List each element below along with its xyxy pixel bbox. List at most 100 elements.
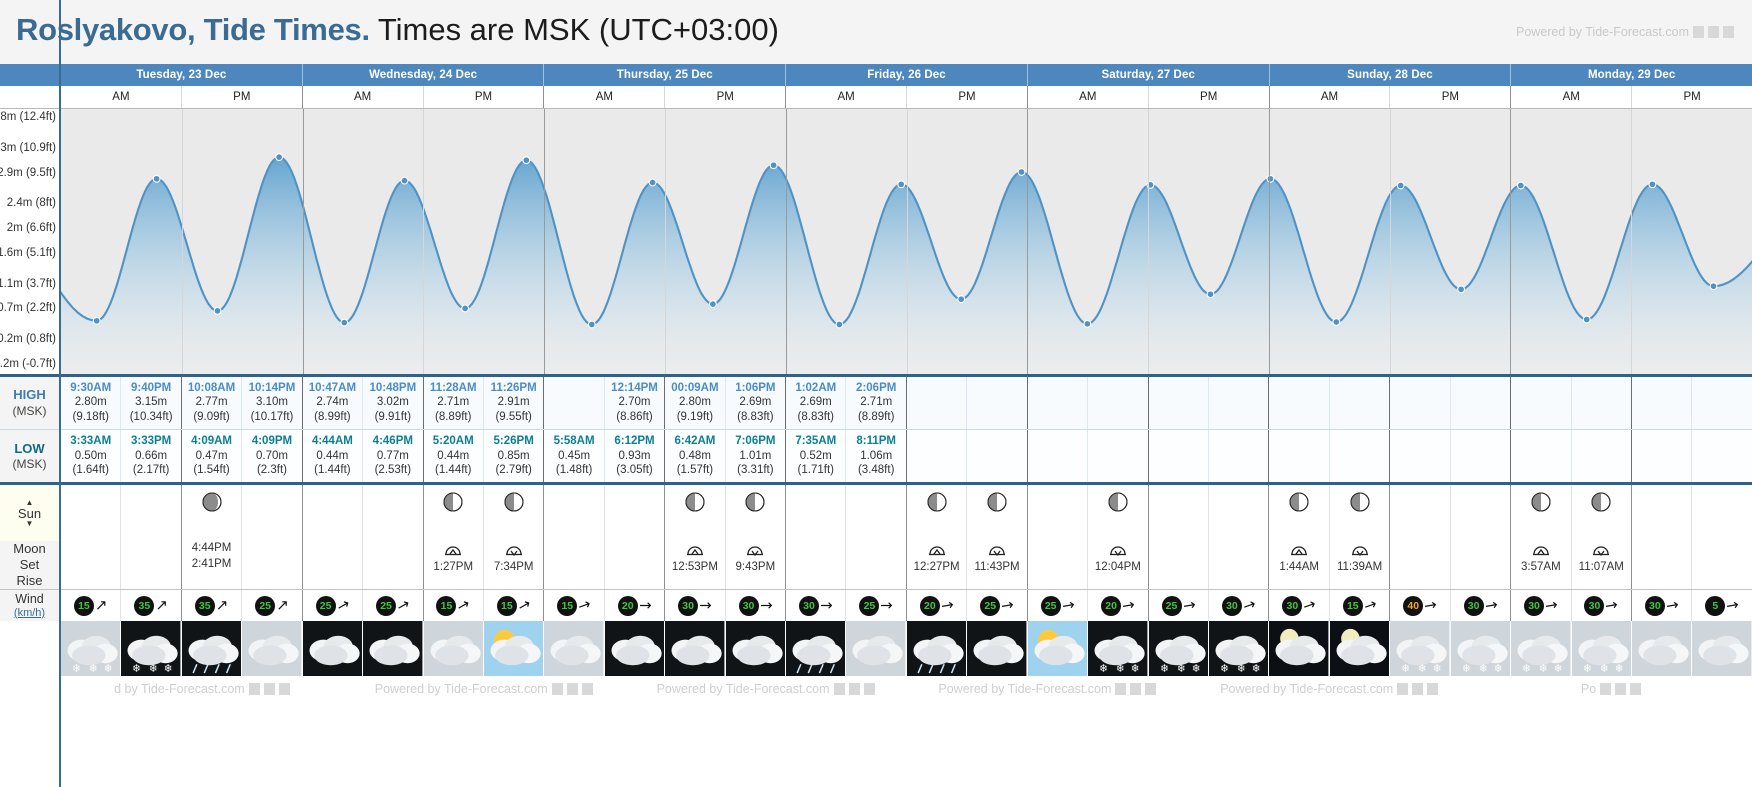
footer-watermark-text: Powered by Tide-Forecast.com xyxy=(656,682,830,697)
wind-cell[interactable]: 25 ↗ xyxy=(1028,590,1089,622)
low-tide-cell xyxy=(1450,430,1512,483)
half-day-separator xyxy=(664,109,666,374)
weather-cell[interactable]: ❄ ❄ ❄ xyxy=(1148,621,1210,677)
wind-cell[interactable]: 30 ↗ xyxy=(1632,590,1693,622)
wind-cell[interactable]: 15 ↗ xyxy=(61,590,122,622)
wind-cell[interactable]: 25 ↗ xyxy=(242,590,303,622)
weather-cloud-icon xyxy=(665,621,725,677)
high-tide-cell: 1:06PM 2.69m (8.83ft) xyxy=(725,377,787,430)
weather-cell[interactable]: ❄ ❄ ❄ xyxy=(1209,621,1270,677)
am-header-cell: AM xyxy=(1270,86,1391,108)
weather-cell[interactable]: ❄ ❄ ❄ xyxy=(1390,621,1451,677)
wind-direction-arrow-icon: ↗ xyxy=(815,595,837,617)
moon-cell xyxy=(303,541,364,590)
high-tide-metres: 2.91m xyxy=(497,396,530,409)
high-tide-metres: 2.80m xyxy=(678,396,711,409)
weather-cell[interactable]: ❄ ❄ ❄ xyxy=(1088,621,1149,677)
half-day-separator xyxy=(1631,109,1633,374)
wind-speed-badge: 35 xyxy=(134,595,155,616)
moon-time: 12:04PM xyxy=(1094,561,1141,574)
weather-cell[interactable] xyxy=(725,621,787,677)
day-header-cell[interactable]: Tuesday, 23 Dec xyxy=(61,64,303,86)
wind-speed-badge: 30 xyxy=(678,595,699,616)
weather-cell[interactable] xyxy=(604,621,666,677)
weather-cell[interactable] xyxy=(846,621,907,677)
wind-cell[interactable]: 30 ↗ xyxy=(1269,590,1330,622)
weather-cell[interactable] xyxy=(1631,621,1693,677)
wind-cell[interactable]: 30 ↗ xyxy=(665,590,726,622)
wind-unit-link[interactable]: (km/h) xyxy=(13,606,46,619)
day-header-cell[interactable]: Friday, 26 Dec xyxy=(786,64,1028,86)
weather-cell[interactable] xyxy=(363,621,424,677)
wind-cell[interactable]: 25 ↗ xyxy=(363,590,424,622)
wind-cell[interactable]: 25 ↗ xyxy=(303,590,364,622)
high-tide-cell xyxy=(1631,377,1693,430)
wind-cell[interactable]: 35 ↗ xyxy=(182,590,243,622)
wind-cell[interactable]: 30 ↗ xyxy=(1451,590,1512,622)
wind-cell[interactable]: 35 ↗ xyxy=(121,590,182,622)
sun-cell xyxy=(1149,485,1210,542)
wind-cell[interactable]: 25 ↗ xyxy=(1149,590,1210,622)
weather-cell[interactable] xyxy=(302,621,364,677)
moon-set-icon xyxy=(1593,546,1610,557)
wind-direction-arrow-icon: ↗ xyxy=(515,595,533,616)
wind-cell[interactable]: 25 ↗ xyxy=(846,590,907,622)
weather-cell[interactable]: ❄ ❄ ❄ xyxy=(1450,621,1512,677)
wind-cell[interactable]: 30 ↗ xyxy=(786,590,847,622)
wind-cell[interactable]: 15 ↗ xyxy=(424,590,484,622)
sun-cell xyxy=(726,485,787,542)
moon-cell xyxy=(1028,541,1089,590)
wind-cell[interactable]: 30 ↗ xyxy=(1511,590,1572,622)
weather-cell[interactable] xyxy=(181,621,243,677)
weather-cell[interactable] xyxy=(1027,621,1089,677)
weather-cell[interactable]: ❄ ❄ ❄ xyxy=(1511,621,1572,677)
low-tide-feet: (1.44ft) xyxy=(314,463,351,476)
wind-direction-arrow-icon: ↗ xyxy=(1057,595,1078,617)
high-tide-feet: (9.55ft) xyxy=(495,410,532,423)
weather-cell[interactable] xyxy=(967,621,1028,677)
weather-cell[interactable]: ❄ ❄ ❄ xyxy=(1571,621,1632,677)
low-tide-metres: 0.70m xyxy=(255,449,288,462)
wind-cell[interactable]: 40 ↗ xyxy=(1390,590,1451,622)
wind-cell[interactable]: 20 ↗ xyxy=(1088,590,1149,622)
day-header-cell[interactable]: Sunday, 28 Dec xyxy=(1270,64,1512,86)
wind-cell[interactable]: 20 ↗ xyxy=(907,590,968,622)
low-tide-feet: (2.3ft) xyxy=(256,463,287,476)
wind-cell[interactable]: 20 ↗ xyxy=(605,590,666,622)
day-header-cell[interactable]: Monday, 29 Dec xyxy=(1587,69,1676,81)
weather-cell[interactable]: ❄ ❄ ❄ xyxy=(121,621,182,677)
wind-cell[interactable]: 15 ↗ xyxy=(544,590,605,622)
day-header-cell[interactable]: Wednesday, 24 Dec xyxy=(303,64,545,86)
weather-cell[interactable] xyxy=(423,621,484,677)
weather-cell[interactable] xyxy=(1329,621,1391,677)
wind-cell[interactable]: 15 ↗ xyxy=(1330,590,1391,622)
weather-cell[interactable] xyxy=(483,621,545,677)
wind-cell[interactable]: 30 ↗ xyxy=(726,590,787,622)
wind-cell[interactable]: 5 ↗ xyxy=(1692,590,1751,621)
weather-cell[interactable] xyxy=(786,621,847,677)
weather-snow-cloud-icon: ❄ ❄ ❄ xyxy=(1571,621,1631,677)
svg-text:❄: ❄ xyxy=(1583,663,1592,675)
weather-cell[interactable] xyxy=(906,621,968,677)
day-header-cell[interactable]: Saturday, 27 Dec xyxy=(1028,64,1270,86)
wind-speed-badge: 25 xyxy=(859,595,880,616)
moon-arc-icon-wrap xyxy=(1287,541,1311,560)
weather-cell[interactable] xyxy=(1269,621,1330,677)
wind-cell[interactable]: 25 ↗ xyxy=(967,590,1028,622)
weather-cell[interactable] xyxy=(665,621,726,677)
low-tide-cell xyxy=(1511,430,1572,483)
wind-cell[interactable]: 30 ↗ xyxy=(1572,590,1632,622)
weather-cell[interactable] xyxy=(1692,621,1752,677)
weather-cell[interactable]: ❄ ❄ ❄ xyxy=(61,621,122,677)
low-tide-metres: 0.85m xyxy=(497,449,530,462)
logo-box-icon xyxy=(278,683,290,696)
chart-plot-area[interactable] xyxy=(61,109,1752,374)
wind-cell[interactable]: 30 ↗ xyxy=(1209,590,1270,622)
wind-cell[interactable]: 15 ↗ xyxy=(484,590,545,622)
weather-cell[interactable] xyxy=(242,621,303,677)
moon-arc-icon-wrap xyxy=(925,541,949,560)
moon-cell: 1:44AM xyxy=(1269,541,1330,590)
weather-cell[interactable] xyxy=(544,621,605,677)
day-header-cell[interactable]: Thursday, 25 Dec xyxy=(544,64,787,86)
sun-cell xyxy=(1511,485,1572,542)
